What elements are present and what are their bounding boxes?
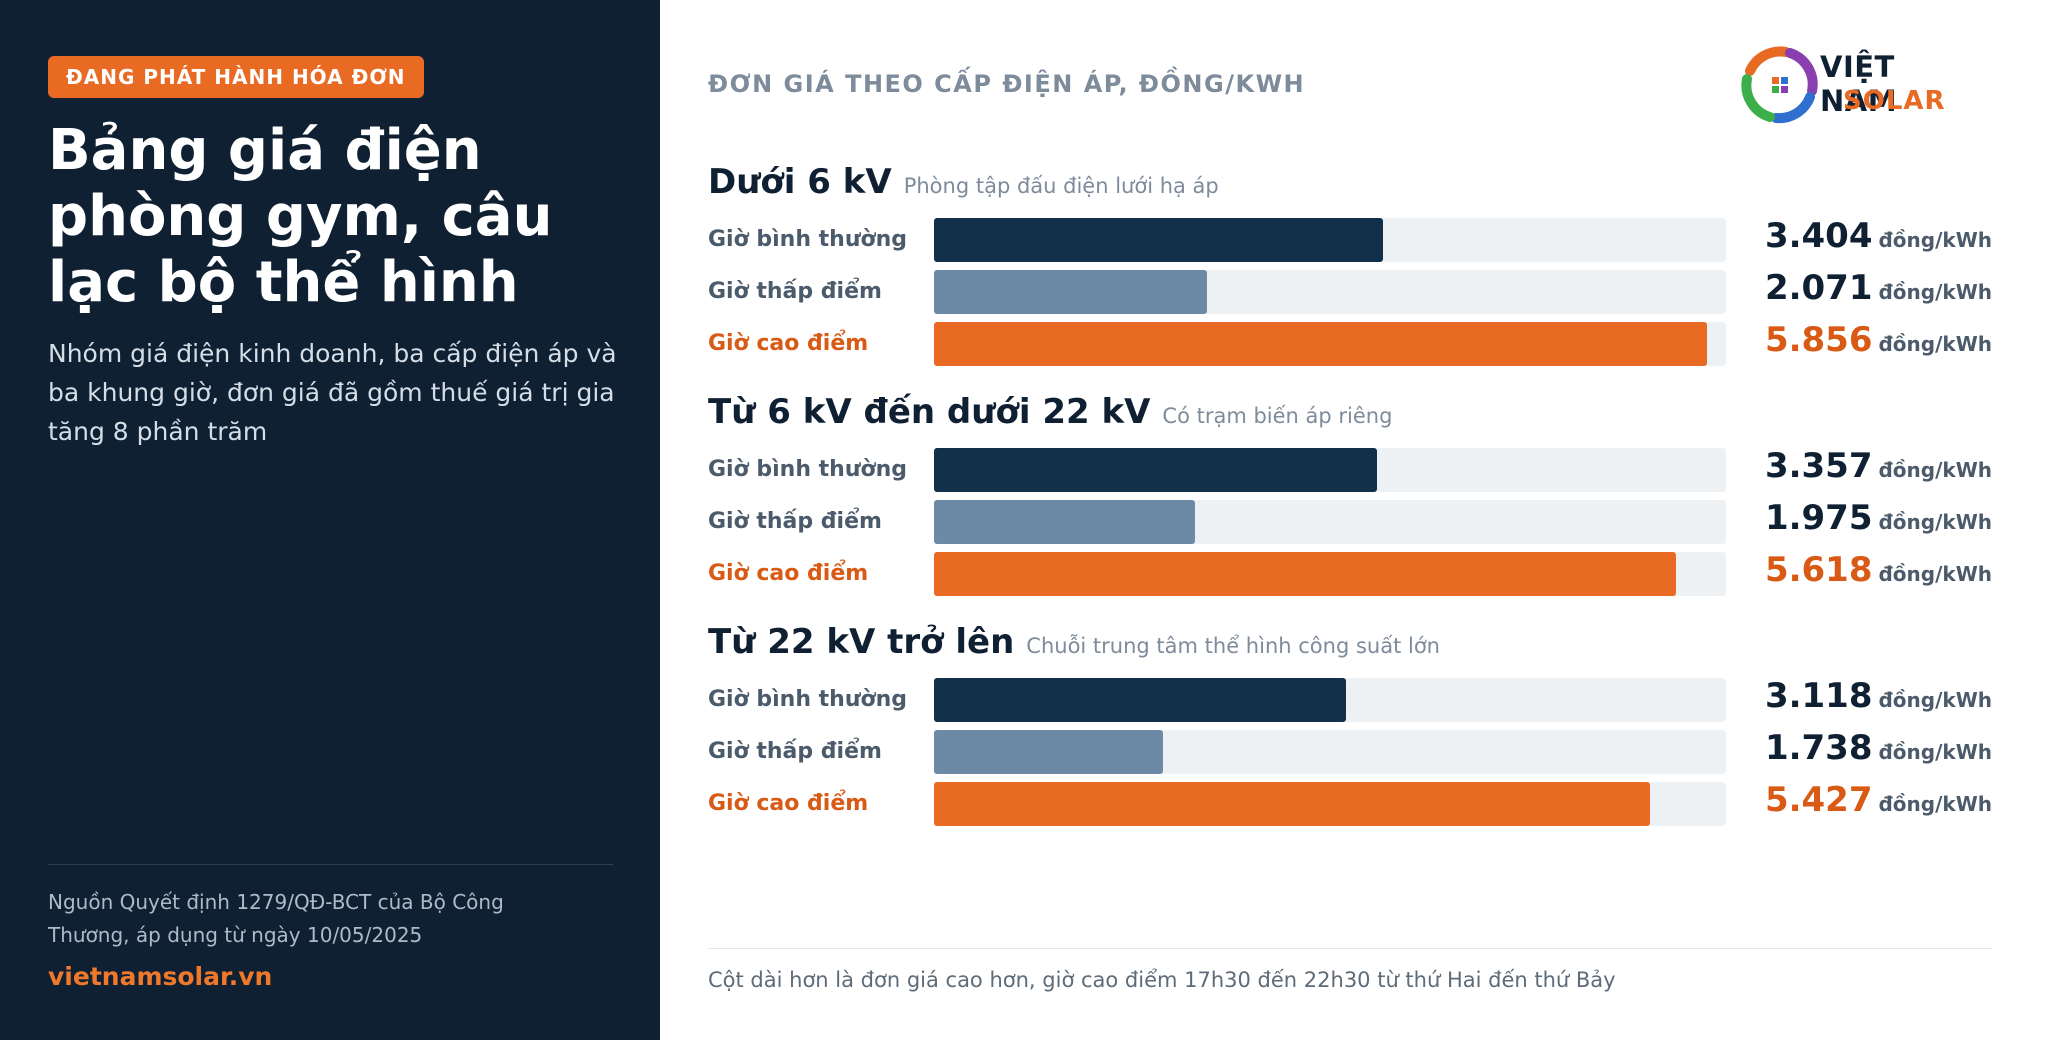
divider xyxy=(48,864,613,865)
value-number: 3.118 xyxy=(1764,676,1873,716)
value-label: 3.357 đồng/kWh xyxy=(1765,446,1992,486)
bar-track xyxy=(934,448,1726,492)
bar-track xyxy=(934,500,1726,544)
group-name: Dưới 6 kV xyxy=(708,162,892,202)
logo: VIỆT NAM SOLAR xyxy=(1740,40,1980,130)
page-subtitle: Nhóm giá điện kinh doanh, ba cấp điện áp… xyxy=(48,339,617,446)
value-number: 3.357 xyxy=(1764,446,1873,486)
status-badge: ĐANG PHÁT HÀNH HÓA ĐƠN xyxy=(48,56,424,98)
bar-low xyxy=(934,500,1195,544)
bar-track xyxy=(934,730,1726,774)
left-panel: ĐANG PHÁT HÀNH HÓA ĐƠN Bảng giá điện phò… xyxy=(0,0,660,1040)
page-title: Bảng giá điện phòng gym, câu lạc bộ thể … xyxy=(48,118,553,315)
value-number: 5.856 xyxy=(1764,320,1873,360)
value-number: 3.404 xyxy=(1764,216,1873,256)
value-number: 5.618 xyxy=(1764,550,1873,590)
value-label: 5.618 đồng/kWh xyxy=(1765,550,1992,590)
value-number: 2.071 xyxy=(1764,268,1873,308)
value-label: 5.856 đồng/kWh xyxy=(1765,320,1992,360)
value-unit: đồng/kWh xyxy=(1878,688,1992,712)
row-label: Giờ cao điểm xyxy=(708,561,869,586)
row-label: Giờ thấp điểm xyxy=(708,739,882,764)
row-label: Giờ bình thường xyxy=(708,687,908,712)
value-number: 1.738 xyxy=(1764,728,1873,768)
site-link[interactable]: vietnamsolar.vn xyxy=(48,962,273,991)
logo-word-solar: SOLAR xyxy=(1843,86,1946,116)
value-label: 1.975 đồng/kWh xyxy=(1765,498,1992,538)
group-note: Chuỗi trung tâm thể hình công suất lớn xyxy=(1026,634,1440,658)
bar-peak xyxy=(934,782,1650,826)
value-unit: đồng/kWh xyxy=(1878,280,1992,304)
logo-word-vietnam: VIỆT NAM xyxy=(1820,50,1898,118)
group-title: Từ 22 kV trở lên Chuỗi trung tâm thể hình… xyxy=(708,622,1440,662)
footnote: Cột dài hơn là đơn giá cao hơn, giờ cao … xyxy=(708,968,1616,992)
value-unit: đồng/kWh xyxy=(1878,510,1992,534)
bar-track xyxy=(934,322,1726,366)
divider xyxy=(708,948,1992,949)
value-unit: đồng/kWh xyxy=(1878,740,1992,764)
row-label: Giờ bình thường xyxy=(708,457,908,482)
value-label: 5.427 đồng/kWh xyxy=(1765,780,1992,820)
bar-low xyxy=(934,730,1163,774)
group-note: Có trạm biến áp riêng xyxy=(1162,404,1393,428)
bar-track xyxy=(934,678,1726,722)
bar-normal xyxy=(934,448,1377,492)
row-label: Giờ cao điểm xyxy=(708,791,869,816)
value-unit: đồng/kWh xyxy=(1878,332,1992,356)
value-unit: đồng/kWh xyxy=(1878,792,1992,816)
group-title: Từ 6 kV đến dưới 22 kV Có trạm biến áp ri… xyxy=(708,392,1392,432)
value-label: 3.118 đồng/kWh xyxy=(1765,676,1992,716)
value-number: 5.427 xyxy=(1764,780,1873,820)
value-label: 2.071 đồng/kWh xyxy=(1765,268,1992,308)
value-label: 1.738 đồng/kWh xyxy=(1765,728,1992,768)
group-name: Từ 22 kV trở lên xyxy=(708,622,1015,662)
row-label: Giờ bình thường xyxy=(708,227,908,252)
value-unit: đồng/kWh xyxy=(1878,458,1992,482)
bar-track xyxy=(934,782,1726,826)
group-title: Dưới 6 kV Phòng tập đấu điện lưới hạ áp xyxy=(708,162,1219,202)
bar-peak xyxy=(934,552,1676,596)
bar-track xyxy=(934,270,1726,314)
value-unit: đồng/kWh xyxy=(1878,562,1992,586)
bar-track xyxy=(934,552,1726,596)
bar-peak xyxy=(934,322,1707,366)
row-label: Giờ thấp điểm xyxy=(708,509,882,534)
bar-low xyxy=(934,270,1207,314)
group-note: Phòng tập đấu điện lưới hạ áp xyxy=(903,174,1219,198)
bar-normal xyxy=(934,678,1346,722)
group-name: Từ 6 kV đến dưới 22 kV xyxy=(708,392,1151,432)
solar-logo-icon xyxy=(1741,46,1818,124)
value-label: 3.404 đồng/kWh xyxy=(1765,216,1992,256)
value-unit: đồng/kWh xyxy=(1878,228,1992,252)
chart-title: ĐƠN GIÁ THEO CẤP ĐIỆN ÁP, ĐỒNG/KWH xyxy=(708,70,1306,98)
row-label: Giờ thấp điểm xyxy=(708,279,882,304)
bar-track xyxy=(934,218,1726,262)
row-label: Giờ cao điểm xyxy=(708,331,869,356)
bar-normal xyxy=(934,218,1383,262)
value-number: 1.975 xyxy=(1764,498,1873,538)
source-note: Nguồn Quyết định 1279/QĐ-BCT của Bộ Công… xyxy=(48,890,504,947)
